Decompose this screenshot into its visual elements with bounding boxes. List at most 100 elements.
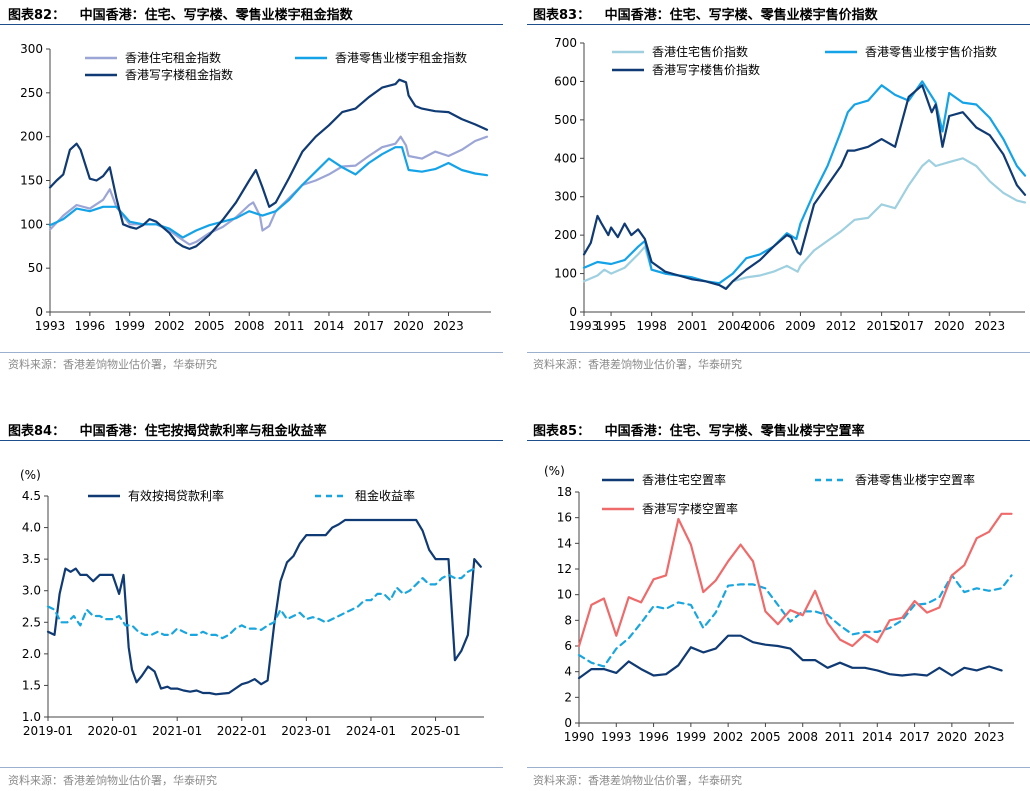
fig83-x-tick-label: 2017 [893, 319, 924, 333]
fig82-x-tick-label: 2020 [393, 319, 424, 333]
fig85-y-tick-label: 12 [557, 562, 572, 576]
fig83-y-tick-label: 200 [554, 228, 577, 242]
fig82-y-tick-label: 50 [28, 261, 43, 275]
fig84-legend-label-2: 租金收益率 [355, 488, 415, 503]
fig85-x-tick-label: 1999 [676, 730, 707, 744]
fig83-series-line-1 [582, 157, 1027, 290]
fig84-title: 图表84： 中国香港：住宅按揭贷款利率与租金收益率 [8, 420, 327, 439]
fig82-y-tick-label: 100 [20, 217, 43, 231]
fig83-y-tick-label: 600 [554, 74, 577, 88]
fig83-bottom-rule [527, 352, 1030, 353]
fig82-y-tick-label: 0 [35, 305, 43, 319]
fig83-x-tick-label: 2009 [785, 319, 816, 333]
fig83-legend-label-2: 香港零售业楼宇售价指数 [865, 44, 997, 59]
fig84-source: 资料来源：香港差饷物业估价署，华泰研究 [8, 774, 217, 787]
fig85-y-tick-label: 6 [564, 639, 572, 653]
fig82-x-tick-label: 1996 [75, 319, 106, 333]
fig83-x-tick-label: 2012 [826, 319, 857, 333]
fig82-source: 资料来源：香港差饷物业估价署，华泰研究 [8, 358, 217, 371]
fig82-title-text: 中国香港：住宅、写字楼、零售业楼宇租金指数 [79, 8, 353, 23]
fig85-y-tick-label: 18 [557, 485, 572, 499]
fig82-legend-label-3: 香港写字楼租金指数 [125, 67, 233, 82]
fig82-top-rule [0, 24, 503, 25]
fig82-x-tick-label: 2002 [154, 319, 185, 333]
fig83-legend-label-3: 香港写字楼售价指数 [652, 62, 760, 77]
fig85-x-tick-label: 2005 [750, 730, 781, 744]
fig82-x-tick-label: 2017 [354, 319, 385, 333]
fig85-y-tick-label: 8 [564, 613, 572, 627]
fig83-x-tick-label: 2004 [718, 319, 749, 333]
fig83-x-tick-label: 2006 [745, 319, 776, 333]
fig85-y-tick-label: 2 [564, 690, 572, 704]
fig83-source: 资料来源：香港差饷物业估价署，华泰研究 [533, 358, 742, 371]
fig84-y-tick-label: 3.5 [22, 552, 41, 566]
fig83-y-tick-label: 100 [554, 267, 577, 281]
fig82-label: 图表82： [8, 8, 66, 23]
fig83-y-tick-label: 400 [554, 151, 577, 165]
fig84-unit-label: (%) [20, 468, 41, 482]
fig84-y-tick-label: 1.0 [22, 710, 41, 724]
fig85-series-line-2 [577, 574, 1013, 668]
fig85-x-tick-label: 2002 [713, 730, 744, 744]
fig85-x-tick-label: 1993 [601, 730, 632, 744]
fig83-series-line-3 [582, 84, 1027, 290]
fig84-x-tick-label: 2019-01 [23, 724, 73, 738]
fig85-label: 图表85： [533, 424, 591, 439]
fig84-top-rule [0, 440, 503, 441]
fig83-x-tick-label: 2023 [975, 319, 1006, 333]
fig83-title: 图表83： 中国香港：住宅、写字楼、零售业楼宇售价指数 [533, 4, 878, 23]
fig85-series-line-3 [577, 512, 1013, 648]
fig84-x-tick-label: 2023-01 [281, 724, 331, 738]
fig85-x-tick-label: 2011 [825, 730, 856, 744]
fig85-x-tick-label: 2014 [862, 730, 893, 744]
fig83-x-tick-label: 1995 [596, 319, 627, 333]
fig82-series-line-3 [48, 78, 489, 250]
fig82-series-line-2 [48, 146, 489, 239]
fig85-x-tick-label: 1996 [638, 730, 669, 744]
fig84-label: 图表84： [8, 424, 66, 439]
fig84-y-tick-label: 1.5 [22, 678, 41, 692]
fig83-x-tick-label: 1998 [636, 319, 667, 333]
fig84-x-tick-label: 2021-01 [152, 724, 202, 738]
fig82-x-tick-label: 2005 [194, 319, 225, 333]
fig84-x-tick-label: 2022-01 [217, 724, 267, 738]
fig83-x-tick-label: 2015 [866, 319, 897, 333]
fig85-x-tick-label: 2008 [787, 730, 818, 744]
fig85-x-tick-label: 2023 [974, 730, 1005, 744]
fig83-y-tick-label: 500 [554, 113, 577, 127]
fig83-title-text: 中国香港：住宅、写字楼、零售业楼宇售价指数 [604, 8, 878, 23]
fig84-y-tick-label: 2.0 [22, 647, 41, 661]
fig83-y-tick-label: 700 [554, 36, 577, 50]
fig85-series-line-1 [577, 634, 1003, 680]
fig85-legend-label-1: 香港住宅空置率 [642, 472, 726, 487]
fig82-x-tick-label: 2023 [433, 319, 464, 333]
fig85-chart: 0 2 4 6 8 10 12 14 16 18 1990 1993 1996 1999 2002 2005 2… [544, 464, 1014, 744]
fig82-x-tick-label: 2008 [234, 319, 265, 333]
fig84-series-line-2 [46, 567, 476, 640]
fig82-title: 图表82： 中国香港：住宅、写字楼、零售业楼宇租金指数 [8, 4, 353, 23]
fig85-legend-label-3: 香港写字楼空置率 [642, 501, 738, 516]
fig85-title-text: 中国香港：住宅、写字楼、零售业楼宇空置率 [604, 424, 865, 439]
fig82-bottom-rule [0, 352, 503, 353]
fig85-y-tick-label: 4 [564, 665, 572, 679]
fig83-legend-label-1: 香港住宅售价指数 [652, 44, 748, 59]
fig83-label: 图表83： [533, 8, 591, 23]
fig83-y-tick-label: 300 [554, 190, 577, 204]
fig82-x-tick-label: 2014 [314, 319, 345, 333]
fig85-top-rule [527, 440, 1030, 441]
fig84-x-tick-label: 2025-01 [410, 724, 460, 738]
fig83-top-rule [527, 24, 1030, 25]
fig85-x-tick-label: 2020 [937, 730, 968, 744]
fig82-y-tick-label: 300 [20, 42, 43, 56]
fig85-legend-label-2: 香港零售业楼宇空置率 [855, 472, 975, 487]
fig82-chart: 0 50 100 150 200 250 300 1993 1996 1999 2002 2005 20… [20, 42, 491, 333]
fig82-series-line-1 [48, 135, 489, 246]
fig85-title: 图表85： 中国香港：住宅、写字楼、零售业楼宇空置率 [533, 420, 865, 439]
fig82-legend-label-1: 香港住宅租金指数 [125, 50, 221, 65]
fig82-legend-label-2: 香港零售业楼宇租金指数 [335, 50, 467, 65]
fig82-x-tick-label: 1993 [35, 319, 66, 333]
fig82-y-tick-label: 150 [20, 174, 43, 188]
fig85-unit-label: (%) [544, 464, 565, 478]
fig83-y-tick-label: 0 [569, 305, 577, 319]
